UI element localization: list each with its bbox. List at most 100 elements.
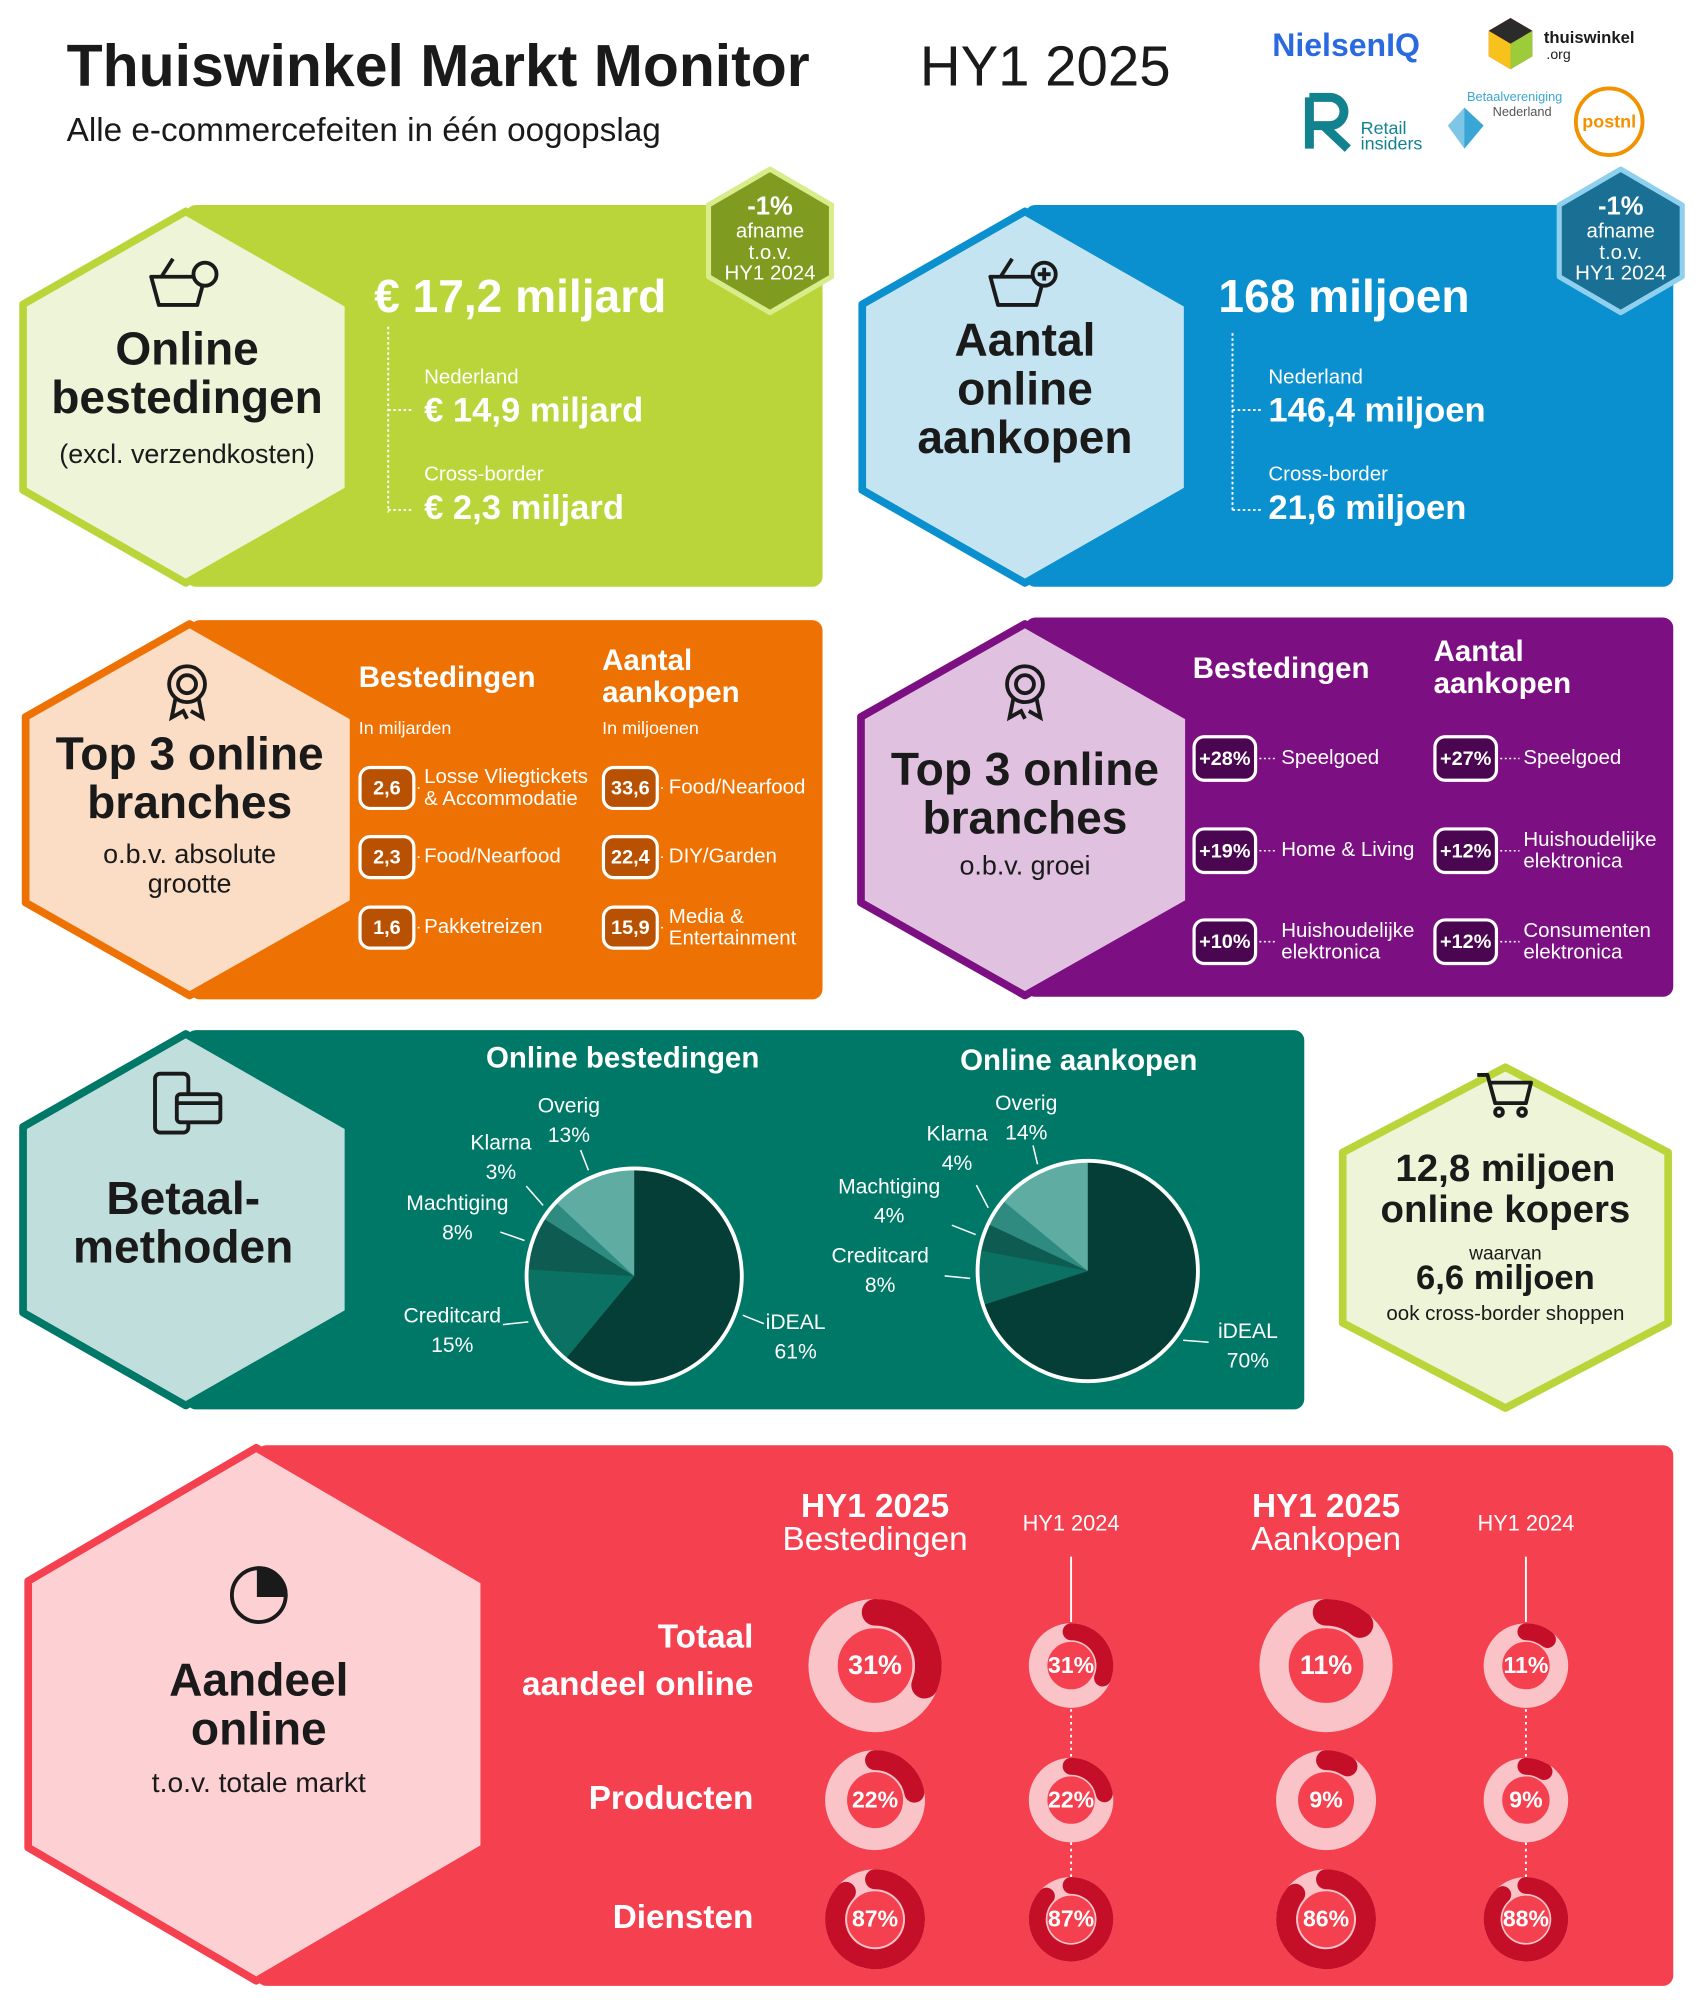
column-title: HY1 2024 — [1478, 1510, 1575, 1535]
hexagons — [19, 166, 1685, 1985]
logo: Nederland — [1493, 104, 1552, 119]
donut-arc — [1483, 1876, 1569, 1962]
change-badge: -1% — [747, 192, 793, 220]
panel-title: methoden — [73, 1221, 293, 1273]
item-label: Home & Living — [1281, 838, 1414, 861]
panel-subtitle: o.b.v. groei — [959, 851, 1090, 881]
kpi-value: € 14,9 miljard — [424, 392, 643, 430]
badge — [601, 765, 659, 811]
basket-plus-icon — [988, 257, 1058, 307]
item-label: Speelgoed — [1281, 746, 1379, 769]
row-label: Diensten — [613, 1899, 754, 1936]
donut-label: 86% — [1303, 1906, 1349, 1932]
slice-value: 3% — [486, 1161, 517, 1184]
logo: Betaalvereniging — [1467, 89, 1562, 104]
pie-slice — [982, 1160, 1198, 1382]
slice-value: 15% — [431, 1334, 473, 1357]
slice-label: Machtiging — [838, 1175, 940, 1198]
panel-title: branches — [922, 791, 1127, 843]
hexagon — [19, 1030, 353, 1410]
item-label: Huishoudelijke — [1523, 828, 1656, 851]
logo-r — [1304, 92, 1351, 152]
pie-outline — [975, 1158, 1200, 1384]
item-label: Entertainment — [669, 927, 797, 950]
hexagon — [19, 207, 353, 587]
slice-value: 13% — [548, 1124, 590, 1147]
item-label: DIY/Garden — [669, 845, 777, 868]
panel-title: bestedingen — [51, 371, 323, 423]
change-badge: t.o.v. — [1599, 241, 1642, 264]
subtitle: Alle e-commercefeiten in één oogopslag — [67, 112, 661, 149]
leader-line — [579, 1149, 590, 1171]
item-label: Media & — [669, 905, 744, 928]
slice-label: Creditcard — [831, 1244, 928, 1267]
logo: NielsenIQ — [1272, 27, 1420, 63]
badge — [1433, 827, 1499, 875]
kpi-value: 146,4 miljoen — [1268, 392, 1485, 430]
period: HY1 2025 — [920, 34, 1171, 97]
row-label: Producten — [589, 1780, 754, 1817]
leader-line — [1032, 1145, 1039, 1165]
pie-slice — [526, 1269, 635, 1360]
leader-line — [742, 1314, 765, 1325]
pie-slice — [543, 1202, 635, 1277]
kpi-total: € 17,2 miljard — [374, 270, 666, 322]
badge — [1192, 827, 1258, 875]
leader-line — [951, 1224, 976, 1236]
badge — [358, 835, 416, 880]
item-label: Huishoudelijke — [1281, 919, 1414, 942]
donut-arc — [1517, 1757, 1553, 1781]
hexagon — [705, 166, 835, 316]
slice-value: 4% — [942, 1152, 973, 1175]
badge-value: 15,9 — [611, 917, 650, 939]
panel-title: aankopen — [917, 411, 1132, 463]
hexagon — [858, 207, 1192, 587]
leader-line — [502, 1321, 529, 1326]
pie-slice — [988, 1200, 1088, 1271]
change-badge: afname — [736, 219, 804, 242]
logo: thuiswinkel — [1544, 28, 1635, 47]
pie-slice — [555, 1168, 635, 1277]
badge-value: 33,6 — [611, 777, 650, 799]
badge-value: 1,6 — [373, 917, 401, 939]
slice-label: Machtiging — [406, 1192, 508, 1215]
slice-label: iDEAL — [766, 1311, 826, 1334]
slice-label: Overig — [538, 1095, 600, 1118]
donut-arc — [1316, 1750, 1358, 1777]
change-badge: t.o.v. — [749, 241, 792, 264]
change-badge: HY1 2024 — [1575, 262, 1666, 285]
leader-line — [1183, 1339, 1209, 1344]
item-label: Speelgoed — [1523, 746, 1621, 769]
badge-value: 2,6 — [373, 777, 401, 799]
column-title: HY1 2025 — [1252, 1488, 1400, 1525]
slice-value: 4% — [874, 1205, 905, 1228]
hexagon — [24, 1443, 489, 1985]
kpi-value: € 2,3 miljard — [424, 489, 624, 527]
donut-arc — [1062, 1757, 1113, 1803]
change-badge: -1% — [1598, 192, 1644, 220]
donut-label: 31% — [848, 1650, 902, 1680]
item-label: Consumenten — [1523, 919, 1651, 942]
title: Thuiswinkel Markt Monitor — [67, 34, 810, 99]
column-title: aankopen — [602, 676, 740, 709]
item-label: elektronica — [1281, 941, 1381, 964]
note: (excl. verzendkosten) — [59, 439, 315, 469]
hexagon — [1338, 1063, 1672, 1412]
donut-label: 22% — [852, 1786, 898, 1812]
buyers-text: ook cross-border shoppen — [1386, 1302, 1624, 1325]
donut-arc — [1276, 1869, 1376, 1970]
donut-label: 31% — [1048, 1652, 1094, 1678]
basket-icon — [149, 257, 219, 307]
unit: In miljoenen — [602, 718, 699, 738]
logo: insiders — [1361, 134, 1423, 154]
slice-value: 70% — [1227, 1350, 1269, 1373]
badge — [1433, 918, 1499, 966]
slice-label: Creditcard — [404, 1305, 501, 1328]
badge — [1192, 918, 1258, 966]
badge — [1192, 735, 1258, 782]
kpi-label: Nederland — [1268, 365, 1363, 388]
donut-arc — [865, 1750, 925, 1803]
column-title: Aankopen — [1251, 1521, 1401, 1558]
hexagon — [857, 620, 1193, 1000]
